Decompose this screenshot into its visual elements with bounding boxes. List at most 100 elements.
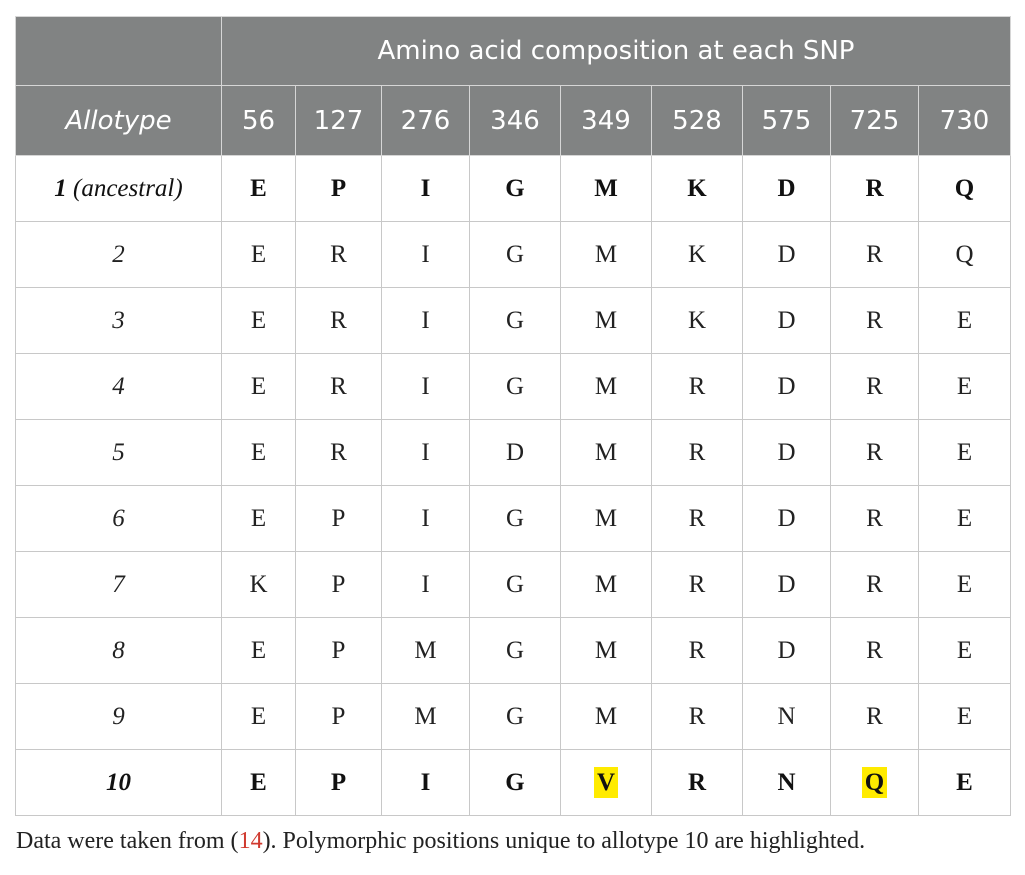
residue-cell: M [381,617,470,684]
table-row: 5 E R I D M R D R E [15,419,1011,486]
residue-cell: E [918,617,1011,684]
residue-cell: R [830,485,919,552]
header-position-276: 276 [381,85,470,156]
residue-cell: I [381,419,470,486]
residue-value: E [250,240,267,268]
highlighted-residue: Q [861,766,888,798]
residue-value: R [330,438,347,466]
residue-value: R [866,372,883,400]
residue-value: M [594,702,618,730]
residue-value: R [330,306,347,334]
residue-cell: R [830,617,919,684]
residue-cell: M [560,551,652,618]
residue-value: K [687,306,707,334]
residue-value: D [777,306,796,334]
residue-value: G [505,570,525,598]
residue-value: R [866,702,883,730]
residue-value: D [777,174,796,202]
residue-cell: G [469,617,561,684]
residue-cell: R [295,353,382,420]
residue-value: E [956,372,973,400]
residue-value: Q [954,174,975,202]
residue-cell: I [381,287,470,354]
allotype-number: 8 [112,636,125,664]
residue-value: E [956,570,973,598]
residue-cell: R [651,617,743,684]
residue-cell: D [742,287,831,354]
residue-cell: R [830,221,919,288]
header-position-730: 730 [918,85,1011,156]
footnote-text-before: Data were taken from ( [16,828,239,854]
residue-value: E [956,702,973,730]
residue-value: I [421,570,430,598]
residue-cell: R [651,485,743,552]
residue-cell: K [221,551,296,618]
residue-cell: I [381,353,470,420]
residue-cell: P [295,617,382,684]
residue-value: E [250,372,267,400]
highlighted-residue: V [593,766,619,798]
residue-value: P [331,702,346,730]
residue-cell: G [469,749,561,816]
residue-cell: G [469,683,561,750]
header-allotype: Allotype [15,85,222,156]
header-position-127: 127 [295,85,382,156]
residue-value: E [250,438,267,466]
residue-cell: R [830,287,919,354]
residue-value: D [777,438,796,466]
residue-value: M [594,306,618,334]
residue-cell: P [295,749,382,816]
residue-cell: Q [918,221,1011,288]
allotype-table: Amino acid composition at each SNP Allot… [15,16,1011,816]
residue-value: R [330,372,347,400]
residue-value: R [330,240,347,268]
residue-value: E [250,636,267,664]
residue-value: I [421,438,430,466]
table-row: 9 E P M G M R N R E [15,683,1011,750]
header-positions-row: Allotype 56 127 276 346 349 528 575 725 730 [15,85,1011,156]
residue-cell: M [560,617,652,684]
residue-cell: P [295,485,382,552]
residue-cell: G [469,551,561,618]
residue-cell: E [221,485,296,552]
residue-value: I [420,768,431,796]
residue-value: E [956,636,973,664]
residue-cell: Q [830,749,919,816]
header-position-56: 56 [221,85,296,156]
residue-value: E [250,768,267,796]
residue-value: I [421,504,430,532]
residue-cell: I [381,551,470,618]
residue-cell: Q [918,155,1011,222]
residue-cell: D [742,353,831,420]
residue-cell: R [295,287,382,354]
residue-value: G [505,504,525,532]
allotype-cell: 2 [15,221,222,288]
residue-cell: I [381,749,470,816]
residue-value: D [505,438,525,466]
residue-cell: E [918,287,1011,354]
allotype-number: 7 [112,570,125,598]
footnote-reference-link[interactable]: 14 [238,828,263,854]
residue-cell: D [742,485,831,552]
header-group-title: Amino acid composition at each SNP [221,16,1011,86]
residue-value: E [956,768,973,796]
allotype-number: 10 [106,768,131,796]
residue-cell: I [381,221,470,288]
allotype-cell: 8 [15,617,222,684]
table-row: 6 E P I G M R D R E [15,485,1011,552]
footnote: Data were taken from (14). Polymorphic p… [16,828,865,855]
allotype-suffix: (ancestral) [66,174,183,202]
residue-cell: E [221,419,296,486]
residue-cell: K [651,155,743,222]
residue-value: E [956,504,973,532]
residue-cell: E [221,617,296,684]
residue-cell: K [651,221,743,288]
header-position-528: 528 [651,85,743,156]
residue-value: I [421,372,430,400]
residue-cell: M [560,353,652,420]
residue-value: D [777,570,796,598]
residue-value: R [688,438,706,466]
residue-cell: E [918,353,1011,420]
table-row: 3 E R I G M K D R E [15,287,1011,354]
residue-value: M [594,438,618,466]
